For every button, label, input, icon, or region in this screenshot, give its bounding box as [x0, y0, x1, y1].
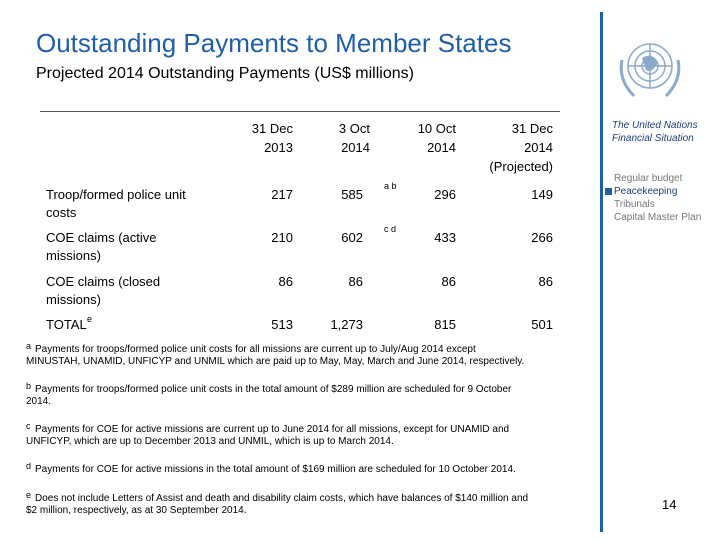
cell: 1,273	[330, 317, 363, 332]
cell: 585	[341, 187, 363, 202]
footnote-text: Payments for COE for active missions are…	[35, 424, 510, 435]
column-header: 31 Dec	[251, 121, 293, 136]
row-label: missions)	[46, 292, 101, 307]
menu-item[interactable]: Peacekeeping	[614, 186, 678, 197]
row-label: Troop/formed police unit	[46, 187, 186, 202]
cell: 210	[271, 230, 293, 245]
un-logo	[619, 43, 681, 98]
footnote-ref: a b	[384, 181, 397, 191]
column-header: 2013	[264, 140, 293, 155]
cell: 86	[348, 274, 363, 289]
cell: 501	[531, 317, 553, 332]
table-rule	[40, 111, 560, 112]
footnote-mark: e	[26, 490, 32, 500]
cell: 433	[434, 230, 456, 245]
sidebar-title: Financial Situation	[612, 133, 694, 144]
menu-item[interactable]: Regular budget	[614, 173, 683, 184]
footnote-text: UNFICYP, which are up to December 2013 a…	[26, 436, 394, 447]
cell: 86	[278, 274, 293, 289]
footnote-text: $2 million, respectively, as at 30 Septe…	[26, 505, 247, 516]
cell: 602	[341, 230, 363, 245]
footnote-mark: c	[26, 421, 31, 431]
footnote-text: Does not include Letters of Assist and d…	[35, 493, 529, 504]
active-marker	[605, 188, 612, 195]
row-label: TOTAL	[46, 317, 87, 332]
column-header: 10 Oct	[417, 121, 456, 136]
footnote-text: 2014.	[26, 396, 52, 407]
cell: 86	[538, 274, 553, 289]
footnote-ref: e	[87, 314, 93, 324]
row-label: COE claims (active	[46, 230, 157, 245]
footnote-text: Payments for troops/formed police unit c…	[35, 384, 512, 395]
title: Outstanding Payments to Member States	[36, 28, 512, 58]
cell: 513	[271, 317, 293, 332]
column-header: (Projected)	[489, 159, 553, 174]
footnote-mark: d	[26, 461, 32, 471]
footnote-mark: a	[26, 341, 32, 351]
footnote-text: MINUSTAH, UNAMID, UNFICYP and UNMIL whic…	[26, 356, 525, 367]
column-header: 2014	[427, 140, 456, 155]
column-header: 2014	[341, 140, 370, 155]
cell: 296	[434, 187, 456, 202]
subtitle: Projected 2014 Outstanding Payments (US$…	[36, 65, 414, 82]
row-label: costs	[46, 205, 77, 220]
column-header: 2014	[524, 140, 553, 155]
footnote-mark: b	[26, 381, 32, 391]
row-label: missions)	[46, 248, 101, 263]
cell: 86	[441, 274, 456, 289]
cell: 266	[531, 230, 553, 245]
menu-item[interactable]: Tribunals	[614, 199, 655, 210]
sidebar-title: The United Nations	[612, 120, 698, 131]
row-label: COE claims (closed	[46, 274, 161, 289]
page-number: 14	[662, 497, 677, 512]
column-header: 3 Oct	[338, 121, 370, 136]
footnote-text: Payments for COE for active missions in …	[35, 464, 516, 475]
menu-item[interactable]: Capital Master Plan	[614, 212, 702, 223]
sidebar-divider	[600, 12, 603, 532]
footnote-text: Payments for troops/formed police unit c…	[35, 344, 476, 355]
cell: 217	[271, 187, 293, 202]
column-header: 31 Dec	[511, 121, 553, 136]
cell: 815	[434, 317, 456, 332]
footnote-ref: c d	[384, 224, 397, 234]
cell: 149	[531, 187, 553, 202]
